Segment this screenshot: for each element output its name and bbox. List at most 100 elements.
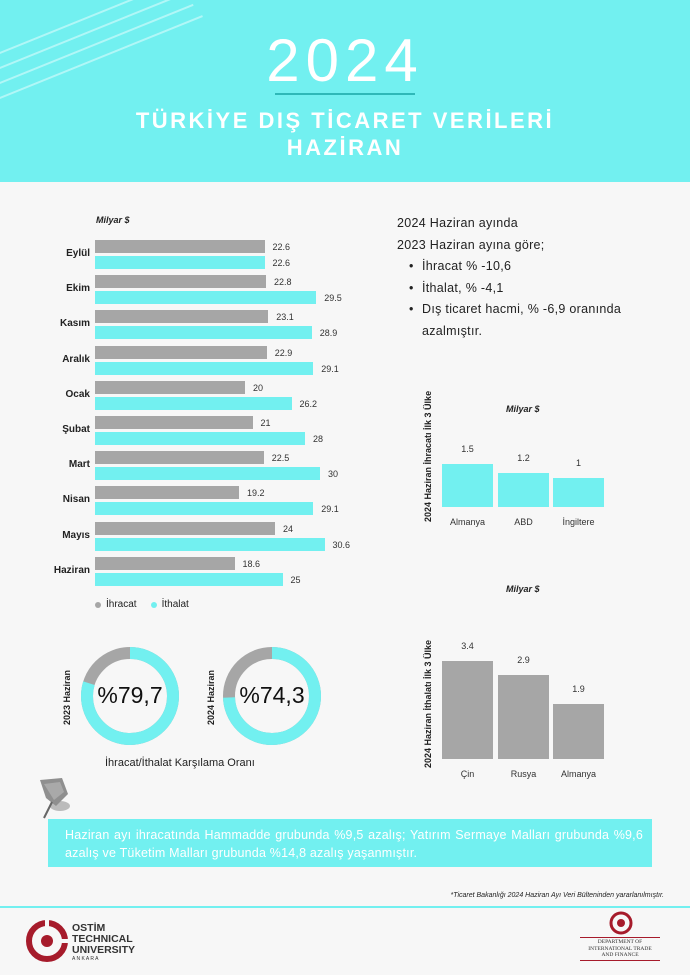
import-bar — [95, 291, 317, 305]
country-value-label: 1.2 — [517, 452, 530, 463]
country-bar — [442, 661, 493, 759]
country-bar — [553, 704, 604, 759]
legend-export: İhracat — [95, 599, 137, 610]
monthly-chart-unit: Milyar $ — [96, 215, 130, 225]
country-value-label: 1.9 — [572, 684, 585, 695]
source-note: *Ticaret Bakanlığı 2024 Haziran Ayı Veri… — [450, 892, 664, 899]
import-value-label: 29.5 — [324, 293, 342, 304]
university-logo-icon — [26, 920, 68, 962]
legend-import-label: İthalat — [161, 599, 189, 610]
country-bar — [553, 478, 604, 507]
coverage-2024-label: 2024 Haziran — [206, 669, 216, 725]
import-bar — [95, 326, 312, 340]
department-name-line: DEPARTMENT OF — [597, 939, 643, 945]
country-label: Almanya — [560, 769, 596, 779]
export-bar — [95, 521, 275, 535]
country-value-label: 2.9 — [517, 655, 530, 666]
import-bar — [95, 572, 283, 586]
coverage-caption: İhracat/İthalat Karşılama Oranı — [105, 757, 255, 769]
export-value-label: 23.1 — [276, 312, 294, 323]
category-label: Haziran — [53, 564, 90, 576]
category-label: Ekim — [66, 283, 90, 295]
category-label: Mayıs — [62, 529, 90, 541]
university-name-line: TECHNICAL — [72, 933, 133, 945]
export-value-label: 21 — [260, 418, 271, 428]
coverage-2023-value: %79,7 — [97, 682, 163, 708]
export-value-label: 19.2 — [247, 488, 265, 499]
export-value-label: 22.6 — [272, 242, 291, 252]
donut-2024-arc — [223, 647, 321, 745]
summary-bullet: İhracat % -10,6 — [409, 256, 687, 278]
export-bar — [95, 416, 253, 429]
import-bar — [95, 361, 314, 375]
university-name-line: UNIVERSITY — [72, 944, 136, 956]
header-banner: 2024 TÜRKİYE DIŞ TİCARET VERİLERİ HAZİRA… — [0, 0, 690, 182]
export-bar — [95, 486, 239, 500]
import-value-label: 30 — [328, 469, 339, 480]
footer-divider — [0, 906, 690, 908]
monthly-chart-legend: İhracat İthalat — [95, 599, 189, 610]
department-name-line: INTERNATIONAL TRADE — [588, 945, 652, 952]
export-value-label: 24 — [283, 523, 294, 534]
export-bar — [95, 240, 265, 253]
category-label: Ocak — [65, 388, 90, 400]
country-bar — [498, 472, 549, 507]
category-label: Aralık — [62, 353, 90, 365]
import-countries-side-label: 2024 Haziran İthalatı İlk 3 Ülke — [423, 639, 433, 768]
summary-bullet-continuation: azalmıştır. — [422, 323, 483, 338]
coverage-2023-donut: %79,7 — [78, 644, 182, 748]
export-countries-side-label: 2024 Haziran İhracatı İlk 3 Ülke — [423, 390, 433, 522]
import-value-label: 25 — [290, 574, 301, 585]
legend-export-label: İhracat — [106, 599, 137, 610]
donut-2023-arc — [81, 647, 179, 745]
summary-bullet: Dış ticaret hacmi, % -6,9 oranında — [409, 299, 687, 321]
import-value-label: 29.1 — [321, 504, 339, 515]
import-value-label: 29.1 — [321, 363, 339, 374]
category-label: Kasım — [59, 318, 90, 330]
summary-bullet: İthalat, % -4,1 — [409, 278, 687, 300]
category-label: Şubat — [62, 424, 90, 435]
import-value-label: 26.2 — [299, 398, 318, 409]
country-label: İngiltere — [562, 517, 595, 527]
year-underline — [275, 93, 415, 95]
import-bar — [95, 256, 265, 269]
export-bar — [95, 556, 235, 570]
year-title: 2024 — [266, 27, 424, 94]
import-bar — [95, 537, 325, 551]
legend-import: İthalat — [150, 599, 189, 610]
export-value-label: 22.9 — [274, 347, 293, 358]
export-countries-unit: Milyar $ — [506, 404, 540, 414]
report-title: TÜRKİYE DIŞ TİCARET VERİLERİ — [135, 108, 555, 133]
university-city: A N K A R A — [72, 956, 99, 962]
country-value-label: 3.4 — [461, 641, 474, 652]
export-bar — [95, 310, 269, 324]
export-value-label: 22.5 — [271, 453, 290, 464]
university-name: OSTİM TECHNICAL UNIVERSITY A N K A R A — [72, 923, 135, 963]
summary-block: 2024 Haziran ayında 2023 Haziran ayına g… — [397, 213, 687, 342]
export-value-label: 22.8 — [274, 277, 292, 288]
country-value-label: 1.5 — [461, 443, 474, 454]
summary-bullets: İhracat % -10,6 İthalat, % -4,1 Dış tica… — [397, 256, 687, 321]
category-label: Eylül — [66, 248, 90, 259]
coverage-2024-value: %74,3 — [239, 682, 305, 708]
export-bar — [95, 275, 266, 289]
department-name: DEPARTMENT OF INTERNATIONAL TRADE AND FI… — [580, 937, 660, 961]
coverage-2024-donut: %74,3 — [220, 644, 324, 748]
export-value-label: 18.6 — [242, 558, 261, 569]
donut-2023-svg — [81, 647, 179, 745]
export-bar — [95, 345, 267, 359]
import-value-label: 28 — [313, 434, 324, 444]
summary-line-2: 2023 Haziran ayına göre; — [397, 237, 545, 252]
country-bar — [498, 675, 549, 759]
legend-import-dot — [150, 601, 157, 608]
department-logo-icon — [609, 911, 633, 935]
university-name-line: OSTİM — [72, 922, 106, 934]
export-value-label: 20 — [253, 382, 264, 393]
note-box — [48, 819, 652, 867]
country-label: Çin — [460, 769, 475, 779]
import-countries-unit: Milyar $ — [506, 584, 540, 594]
country-bar — [442, 463, 493, 507]
pushpin-icon — [22, 772, 82, 822]
export-bar — [95, 380, 245, 394]
country-label: ABD — [514, 517, 533, 527]
